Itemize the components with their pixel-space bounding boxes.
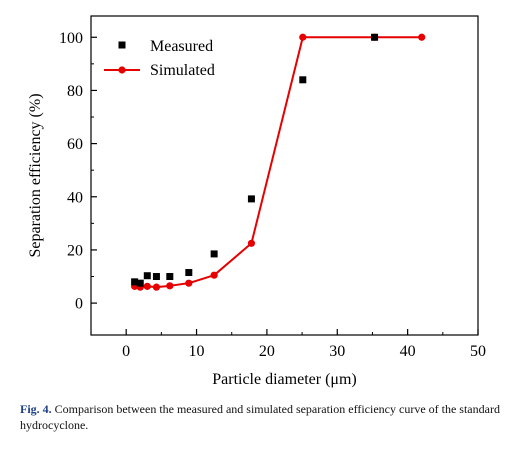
legend-label-measured: Measured bbox=[150, 38, 213, 55]
x-tick-label: 50 bbox=[470, 343, 486, 360]
efficiency-chart: 0 10 20 30 40 50 0 20 40 60 80 100 Measured Simulat… bbox=[27, 15, 486, 388]
measured-point bbox=[185, 269, 193, 277]
simulated-point bbox=[247, 239, 256, 247]
x-tick-label: 20 bbox=[259, 343, 275, 360]
legend: Measured Simulated bbox=[104, 38, 215, 79]
measured-point bbox=[152, 273, 160, 281]
simulated-point bbox=[418, 33, 426, 41]
simulated-point bbox=[299, 33, 307, 41]
simulated-point bbox=[143, 282, 151, 290]
x-tick-label: 10 bbox=[189, 343, 205, 360]
legend-marker-simulated bbox=[118, 66, 126, 74]
simulated-point bbox=[152, 283, 161, 291]
simulated-point bbox=[166, 282, 174, 290]
y-tick-label: 20 bbox=[67, 242, 83, 259]
y-tick-label: 100 bbox=[59, 30, 83, 47]
figure-caption: Fig. 4. Comparison between the measured … bbox=[20, 401, 505, 433]
measured-point bbox=[247, 195, 255, 203]
x-tick-label: 30 bbox=[329, 343, 345, 360]
x-tick-label: 0 bbox=[122, 343, 130, 360]
simulated-point bbox=[185, 279, 193, 287]
legend-label-simulated: Simulated bbox=[150, 62, 215, 79]
measured-point bbox=[166, 273, 174, 281]
x-axis-label: Particle diameter (μm) bbox=[212, 371, 357, 388]
measured-point bbox=[143, 272, 151, 280]
legend-marker-measured bbox=[118, 41, 126, 49]
x-tick-label: 40 bbox=[400, 343, 416, 360]
y-tick-label: 80 bbox=[67, 83, 83, 100]
plot-frame bbox=[90, 15, 479, 336]
measured-point bbox=[131, 278, 139, 286]
simulated-point bbox=[210, 271, 218, 279]
y-tick-label: 0 bbox=[75, 296, 83, 313]
caption-label: Fig. 4. bbox=[20, 402, 52, 416]
measured-point bbox=[371, 33, 379, 41]
measured-point bbox=[299, 76, 307, 84]
ticks-layer: 0 10 20 30 40 50 0 20 40 60 80 100 bbox=[59, 30, 486, 360]
y-axis-label: Separation efficiency (%) bbox=[27, 93, 44, 257]
y-tick-label: 40 bbox=[67, 189, 83, 206]
series-layer bbox=[131, 33, 426, 291]
measured-point bbox=[210, 250, 218, 258]
caption-text: Comparison between the measured and simu… bbox=[20, 402, 500, 432]
measured-point bbox=[136, 279, 144, 287]
y-tick-label: 60 bbox=[67, 136, 83, 153]
